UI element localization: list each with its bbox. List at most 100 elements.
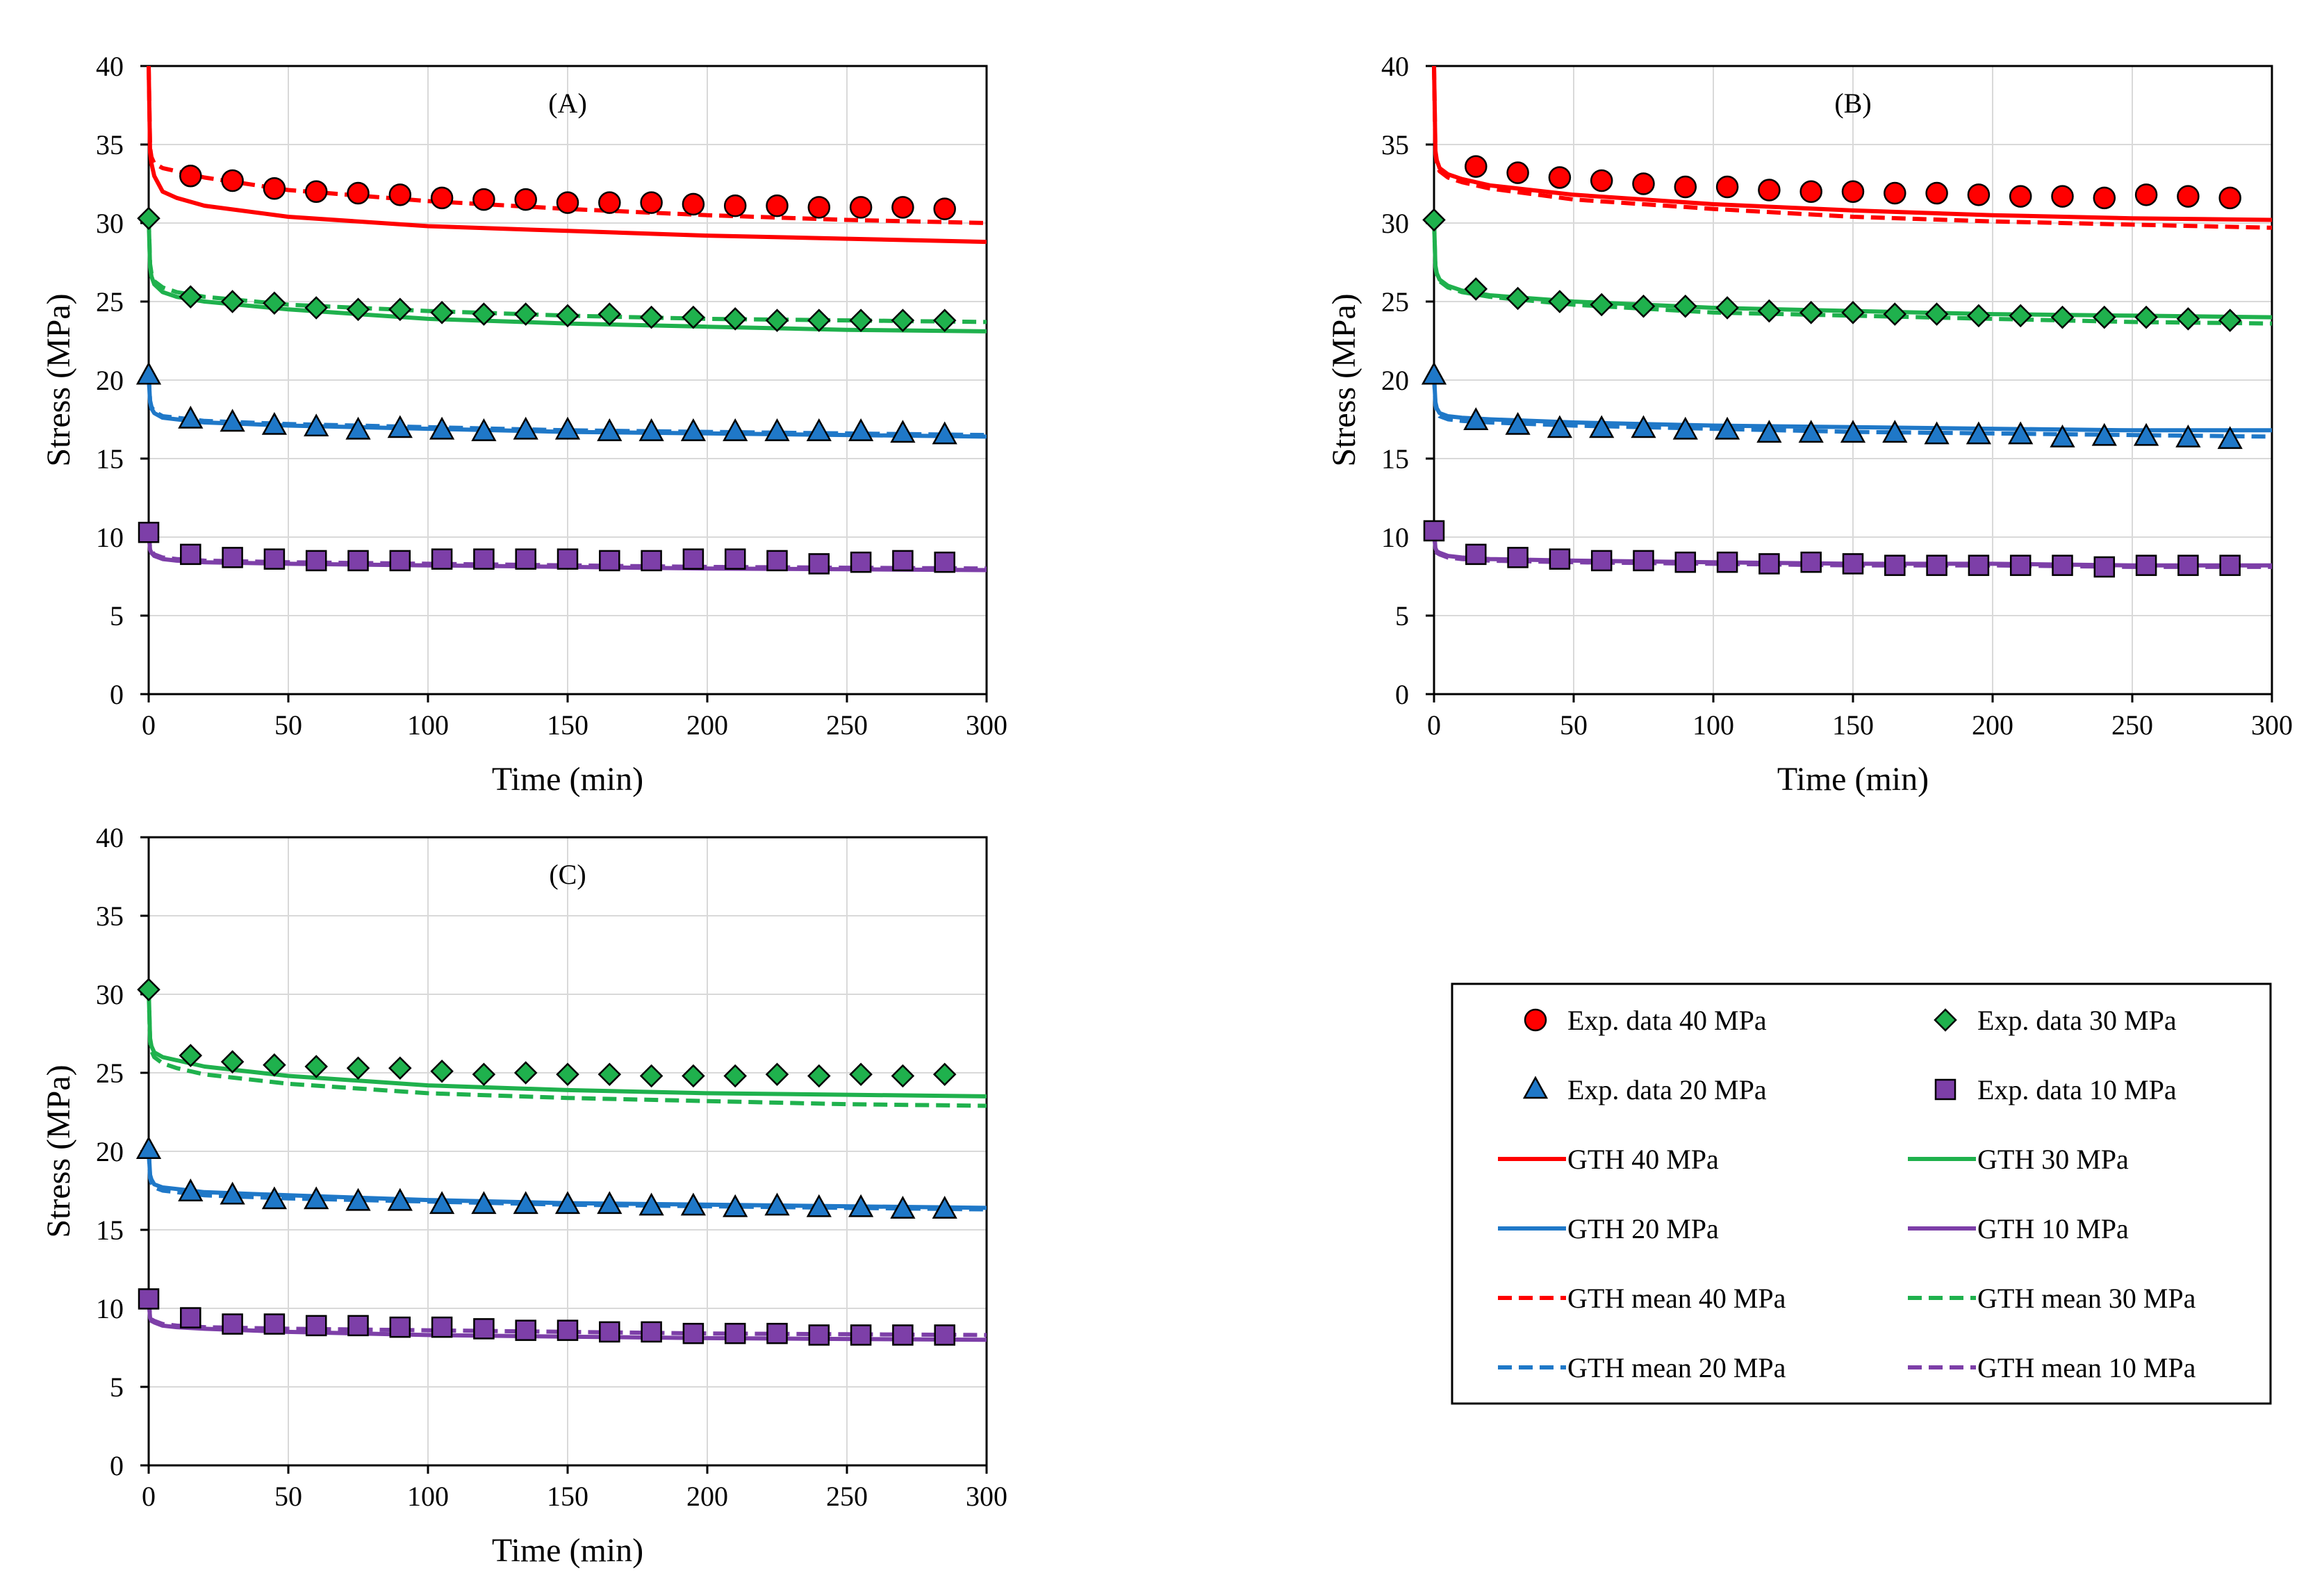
data-point	[347, 550, 369, 572]
data-point	[305, 550, 327, 572]
data-point	[222, 547, 243, 568]
x-axis-title: Time (min)	[492, 761, 643, 798]
data-point	[598, 191, 621, 214]
data-point	[137, 206, 160, 230]
data-point	[850, 551, 872, 573]
data-point	[1506, 161, 1529, 184]
data-point	[639, 305, 664, 329]
series-line	[147, 65, 987, 225]
series-line	[1432, 530, 2272, 569]
y-tick-label: 20	[96, 1136, 124, 1167]
data-point	[766, 550, 788, 572]
data-point	[1631, 415, 1656, 438]
data-point	[764, 1192, 790, 1216]
y-tick-label: 30	[1381, 208, 1409, 239]
data-point	[346, 297, 370, 322]
data-point	[515, 1319, 536, 1341]
data-point	[2217, 426, 2243, 450]
data-point	[890, 420, 916, 443]
data-point	[2009, 185, 2032, 208]
data-point	[513, 416, 538, 440]
data-point	[891, 308, 915, 332]
series-line	[147, 218, 987, 334]
data-point	[2008, 421, 2034, 445]
data-point	[1421, 361, 1447, 385]
data-point	[513, 1191, 538, 1215]
data-point	[597, 418, 623, 441]
data-point	[1840, 420, 1866, 443]
data-point	[1505, 411, 1531, 435]
legend-label: GTH mean 10 MPa	[1977, 1352, 2196, 1383]
data-point	[2176, 307, 2200, 331]
data-point	[471, 418, 497, 441]
data-point	[1926, 554, 1947, 576]
data-point	[1548, 166, 1572, 189]
x-tick-label: 300	[2251, 709, 2293, 741]
data-point	[682, 1064, 705, 1088]
x-axis-title: Time (min)	[1777, 761, 1929, 798]
data-point	[639, 418, 664, 441]
data-point	[1674, 551, 1697, 573]
data-point	[1672, 416, 1698, 440]
y-tick-label: 10	[96, 1293, 124, 1324]
data-point	[934, 1324, 955, 1346]
x-tick-label: 250	[826, 709, 868, 741]
y-axis-title: Stress (MPa)	[40, 293, 77, 466]
series-line	[1432, 375, 2273, 439]
x-tick-label: 50	[1560, 709, 1588, 741]
data-point	[1590, 293, 1613, 317]
data-point	[178, 1178, 204, 1202]
data-point	[682, 1322, 705, 1344]
x-tick-label: 50	[274, 1481, 302, 1512]
data-point	[1674, 175, 1697, 199]
data-point	[2177, 554, 2199, 576]
data-point	[387, 415, 413, 438]
data-point	[1798, 420, 1824, 443]
data-point	[514, 188, 537, 211]
data-point	[1507, 547, 1529, 568]
data-point	[389, 1316, 411, 1338]
legend-label: Exp. data 30 MPa	[1977, 1005, 2177, 1036]
y-tick-label: 20	[1381, 365, 1409, 396]
data-point	[431, 548, 453, 570]
data-point	[932, 308, 957, 332]
data-point	[1631, 295, 1656, 318]
data-point	[682, 305, 705, 329]
data-point	[261, 1186, 288, 1210]
data-point	[2177, 185, 2200, 208]
data-point	[513, 302, 538, 326]
data-point	[1756, 420, 1782, 443]
series-line	[147, 1149, 987, 1212]
x-tick-label: 100	[1692, 709, 1734, 741]
data-point	[806, 1194, 832, 1217]
data-point	[222, 1313, 243, 1335]
data-point	[766, 1322, 788, 1344]
data-point	[933, 197, 956, 220]
data-point	[1590, 550, 1613, 572]
legend-key	[1522, 1076, 1549, 1099]
x-tick-label: 0	[142, 1481, 156, 1512]
x-tick-label: 150	[1832, 709, 1874, 741]
legend-label: GTH 10 MPa	[1977, 1213, 2129, 1244]
data-point	[1715, 175, 1739, 199]
data-point	[724, 1322, 746, 1344]
data-point	[808, 1324, 830, 1346]
data-point	[1799, 180, 1822, 204]
data-point	[723, 418, 748, 441]
data-point	[430, 1059, 454, 1083]
data-point	[806, 418, 832, 441]
data-point	[557, 548, 579, 570]
legend-key	[1934, 1078, 1956, 1101]
data-point	[1842, 553, 1864, 575]
y-tick-label: 15	[1381, 443, 1409, 475]
data-point	[723, 1194, 748, 1217]
data-point	[1841, 301, 1865, 324]
data-point	[1967, 183, 1991, 206]
x-tick-label: 250	[826, 1481, 868, 1512]
y-tick-label: 10	[1381, 522, 1409, 553]
legend-label: GTH 20 MPa	[1567, 1213, 1719, 1244]
x-tick-label: 300	[966, 1481, 1007, 1512]
data-point	[892, 550, 914, 572]
data-point	[513, 1061, 538, 1085]
y-axis-title: Stress (MPa)	[40, 1064, 77, 1237]
